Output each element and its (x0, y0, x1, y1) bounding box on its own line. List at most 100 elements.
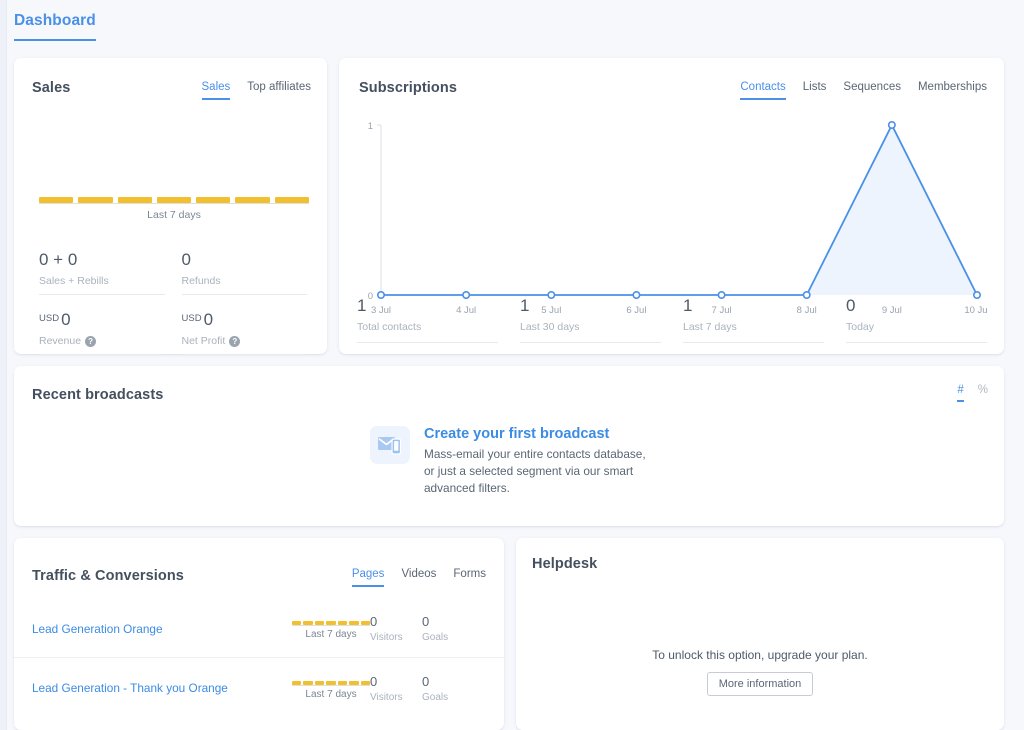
svg-text:3 Jul: 3 Jul (371, 305, 391, 316)
unit-percent-icon[interactable]: % (977, 384, 988, 396)
traffic-page-link[interactable]: Lead Generation - Thank you Orange (32, 681, 228, 695)
sales-sparkline-label: Last 7 days (147, 209, 201, 221)
traffic-page-link[interactable]: Lead Generation Orange (32, 621, 163, 636)
stat-number: 0 (61, 310, 71, 329)
spark-bar (39, 197, 74, 203)
help-icon[interactable]: ? (229, 335, 241, 347)
stat-last-30-days: 1 Last 30 days (520, 296, 661, 343)
page-left-edge (0, 0, 7, 730)
spark-bar (303, 621, 313, 625)
tab-lists[interactable]: Lists (802, 81, 827, 93)
traffic-sparkline: Last 7 days (292, 617, 370, 640)
stat-caption-text: Sales + Rebills (39, 275, 109, 287)
recent-broadcasts-title: Recent broadcasts (32, 387, 164, 403)
traffic-goals-metric: 0 Goals (422, 614, 474, 643)
unit-count-icon[interactable]: # (957, 384, 964, 402)
page-header: Dashboard (14, 12, 1004, 50)
spark-bar (303, 680, 313, 685)
currency-label: USD (39, 313, 60, 324)
sales-tabs: Sales Top affiliates (201, 81, 311, 100)
stat-caption-text: Net Profit (181, 335, 226, 347)
broadcast-unit-toggle: # % (957, 384, 988, 402)
page-title: Dashboard (14, 12, 96, 41)
sales-sparkline: Last 7 days (39, 188, 309, 221)
helpdesk-card-title: Helpdesk (532, 556, 598, 572)
stat-today: 0 Today (846, 296, 987, 343)
helpdesk-message: To unlock this option, upgrade your plan… (652, 648, 868, 662)
tab-sequences[interactable]: Sequences (843, 81, 901, 93)
sales-sparkline-bars (39, 188, 309, 204)
tab-top-affiliates[interactable]: Top affiliates (247, 81, 311, 93)
traffic-card-title: Traffic & Conversions (32, 568, 184, 584)
traffic-sparkline: Last 7 days (292, 677, 370, 700)
stat-last-7-days: 1 Last 7 days (683, 296, 824, 343)
sales-stats: 0 + 0 Sales + Rebills 0 Refunds USD 0 Rev… (39, 236, 307, 355)
email-mobile-icon (370, 426, 410, 464)
stat-total-contacts: 1 Total contacts (357, 296, 498, 343)
metric-value: 0 (370, 673, 378, 689)
traffic-sparkline-bars (292, 677, 370, 686)
stat-value: 0 + 0 (39, 250, 78, 269)
helpdesk-card: Helpdesk To unlock this option, upgrade … (516, 538, 1004, 730)
subscriptions-card: Subscriptions Contacts Lists Sequences M… (339, 58, 1004, 354)
metric-value: 0 (370, 614, 378, 629)
tab-contacts[interactable]: Contacts (740, 81, 786, 100)
traffic-sparkline-label: Last 7 days (305, 688, 357, 700)
help-icon[interactable]: ? (85, 335, 97, 347)
svg-text:7 Jul: 7 Jul (712, 305, 732, 316)
stat-value: USD 0 (182, 309, 308, 330)
svg-text:5 Jul: 5 Jul (541, 305, 561, 316)
stat-revenue: USD 0 Revenue ? (39, 295, 165, 355)
tab-pages[interactable]: Pages (351, 568, 385, 587)
svg-text:0: 0 (368, 291, 373, 302)
broadcast-empty-state: Create your first broadcast Mass-email y… (14, 426, 1004, 497)
spark-bar (156, 197, 192, 203)
stat-caption: Last 30 days (520, 321, 580, 333)
helpdesk-body: To unlock this option, upgrade your plan… (516, 648, 1004, 696)
tab-sales[interactable]: Sales (201, 81, 231, 100)
tab-videos[interactable]: Videos (401, 568, 437, 580)
traffic-visitors-metric: 0 Visitors (370, 614, 422, 643)
spark-bar (292, 621, 302, 625)
subscriptions-chart-svg: 1 0 3 Jul 4 Jul 5 Jul 6 Jul 7 Jul 8 Jul 9 Jul 10 … (368, 121, 990, 316)
traffic-visitors-metric: 0 Visitors (370, 674, 422, 703)
stat-number: 0 (203, 310, 214, 329)
traffic-sparkline-bars (292, 617, 370, 626)
traffic-goals-metric: 0 Goals (422, 674, 474, 703)
stat-refunds: 0 Refunds (181, 236, 308, 295)
subscriptions-tabs: Contacts Lists Sequences Memberships (740, 81, 987, 100)
tab-memberships[interactable]: Memberships (917, 81, 987, 93)
stat-caption: Net Profit ? (182, 335, 308, 347)
table-row: Lead Generation Orange Last 7 days 0 Vis… (14, 600, 504, 658)
spark-bar (314, 621, 325, 625)
broadcast-empty-text: Mass-email your entire contacts database… (424, 447, 646, 495)
stat-caption: Today (846, 321, 875, 333)
stat-value: 0 (846, 296, 856, 315)
table-row: Lead Generation - Thank you Orange Last … (14, 659, 504, 717)
stat-caption-text: Revenue (39, 335, 82, 347)
stat-value: 1 (520, 296, 530, 315)
stat-value: 1 (357, 296, 367, 315)
spark-bar (292, 680, 302, 685)
svg-text:4 Jul: 4 Jul (456, 305, 476, 316)
metric-caption: Goals (422, 691, 449, 703)
traffic-sparkline-label: Last 7 days (305, 629, 357, 640)
stat-caption: Refunds (182, 275, 308, 287)
svg-text:6 Jul: 6 Jul (626, 305, 646, 316)
more-information-button[interactable]: More information (706, 672, 814, 696)
stat-caption-text: Refunds (181, 275, 221, 287)
tab-forms[interactable]: Forms (453, 568, 486, 580)
spark-bar (349, 621, 359, 625)
recent-broadcasts-card: Recent broadcasts # % Create your first … (14, 366, 1004, 526)
spark-bar (360, 680, 370, 685)
spark-bar (314, 680, 325, 685)
stat-caption: Sales + Rebills (39, 275, 165, 287)
stat-value: 1 (683, 296, 693, 315)
spark-bar (117, 197, 152, 203)
stat-value: USD 0 (39, 309, 165, 330)
create-first-broadcast-link[interactable]: Create your first broadcast (424, 426, 610, 442)
stat-caption: Total contacts (357, 321, 422, 333)
stat-value: 0 (181, 250, 191, 269)
stat-sales-rebills: 0 + 0 Sales + Rebills (39, 236, 165, 295)
